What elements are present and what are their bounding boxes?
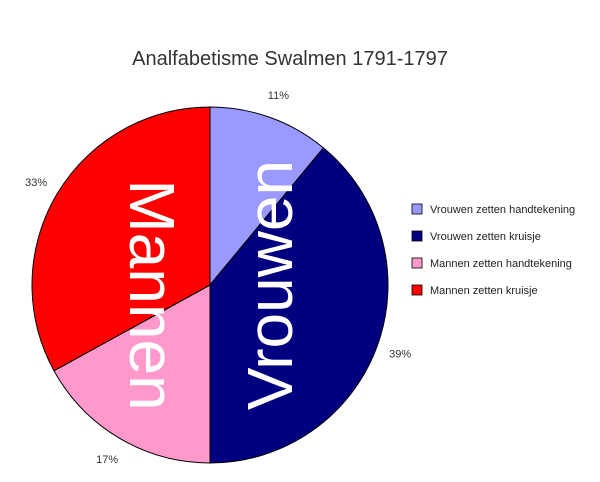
legend-label-mannen-zetten-kruisje: Mannen zetten kruisje — [430, 285, 538, 297]
legend-label-vrouwen-zetten-handtekening: Vrouwen zetten handtekening — [430, 204, 575, 216]
pie-slices — [31, 106, 389, 464]
pct-label-mannen-zetten-kruisje: 33% — [25, 177, 47, 189]
legend-swatch-vrouwen-zetten-kruisje — [411, 230, 423, 242]
slice-mannen-zetten-handtekening — [53, 284, 211, 464]
legend: Vrouwen zetten handtekening Vrouwen zette… — [411, 203, 575, 297]
legend-swatch-vrouwen-zetten-handtekening — [411, 203, 423, 215]
chart-title: Analfabetisme Swalmen 1791-1797 — [132, 48, 448, 70]
overlay-labels: Vrouwen Mannen — [116, 160, 306, 411]
legend-label-mannen-zetten-handtekening: Mannen zetten handtekening — [430, 258, 572, 270]
overlay-label-mannen: Mannen — [116, 179, 188, 410]
percentage-labels: 11% 39% 17% 33% — [25, 90, 411, 466]
slice-mannen-zetten-kruisje — [31, 106, 211, 372]
legend-swatch-mannen-zetten-handtekening — [411, 257, 423, 269]
slice-vrouwen-zetten-kruisje — [209, 147, 389, 464]
overlay-label-vrouwen: Vrouwen — [234, 160, 306, 410]
legend-label-vrouwen-zetten-kruisje: Vrouwen zetten kruisje — [430, 231, 541, 243]
pct-label-vrouwen-zetten-handtekening: 11% — [268, 90, 289, 102]
slice-vrouwen-zetten-handtekening — [209, 106, 325, 287]
pct-label-mannen-zetten-handtekening: 17% — [96, 454, 118, 466]
legend-swatch-mannen-zetten-kruisje — [411, 284, 423, 296]
pct-label-vrouwen-zetten-kruisje: 39% — [389, 348, 411, 360]
